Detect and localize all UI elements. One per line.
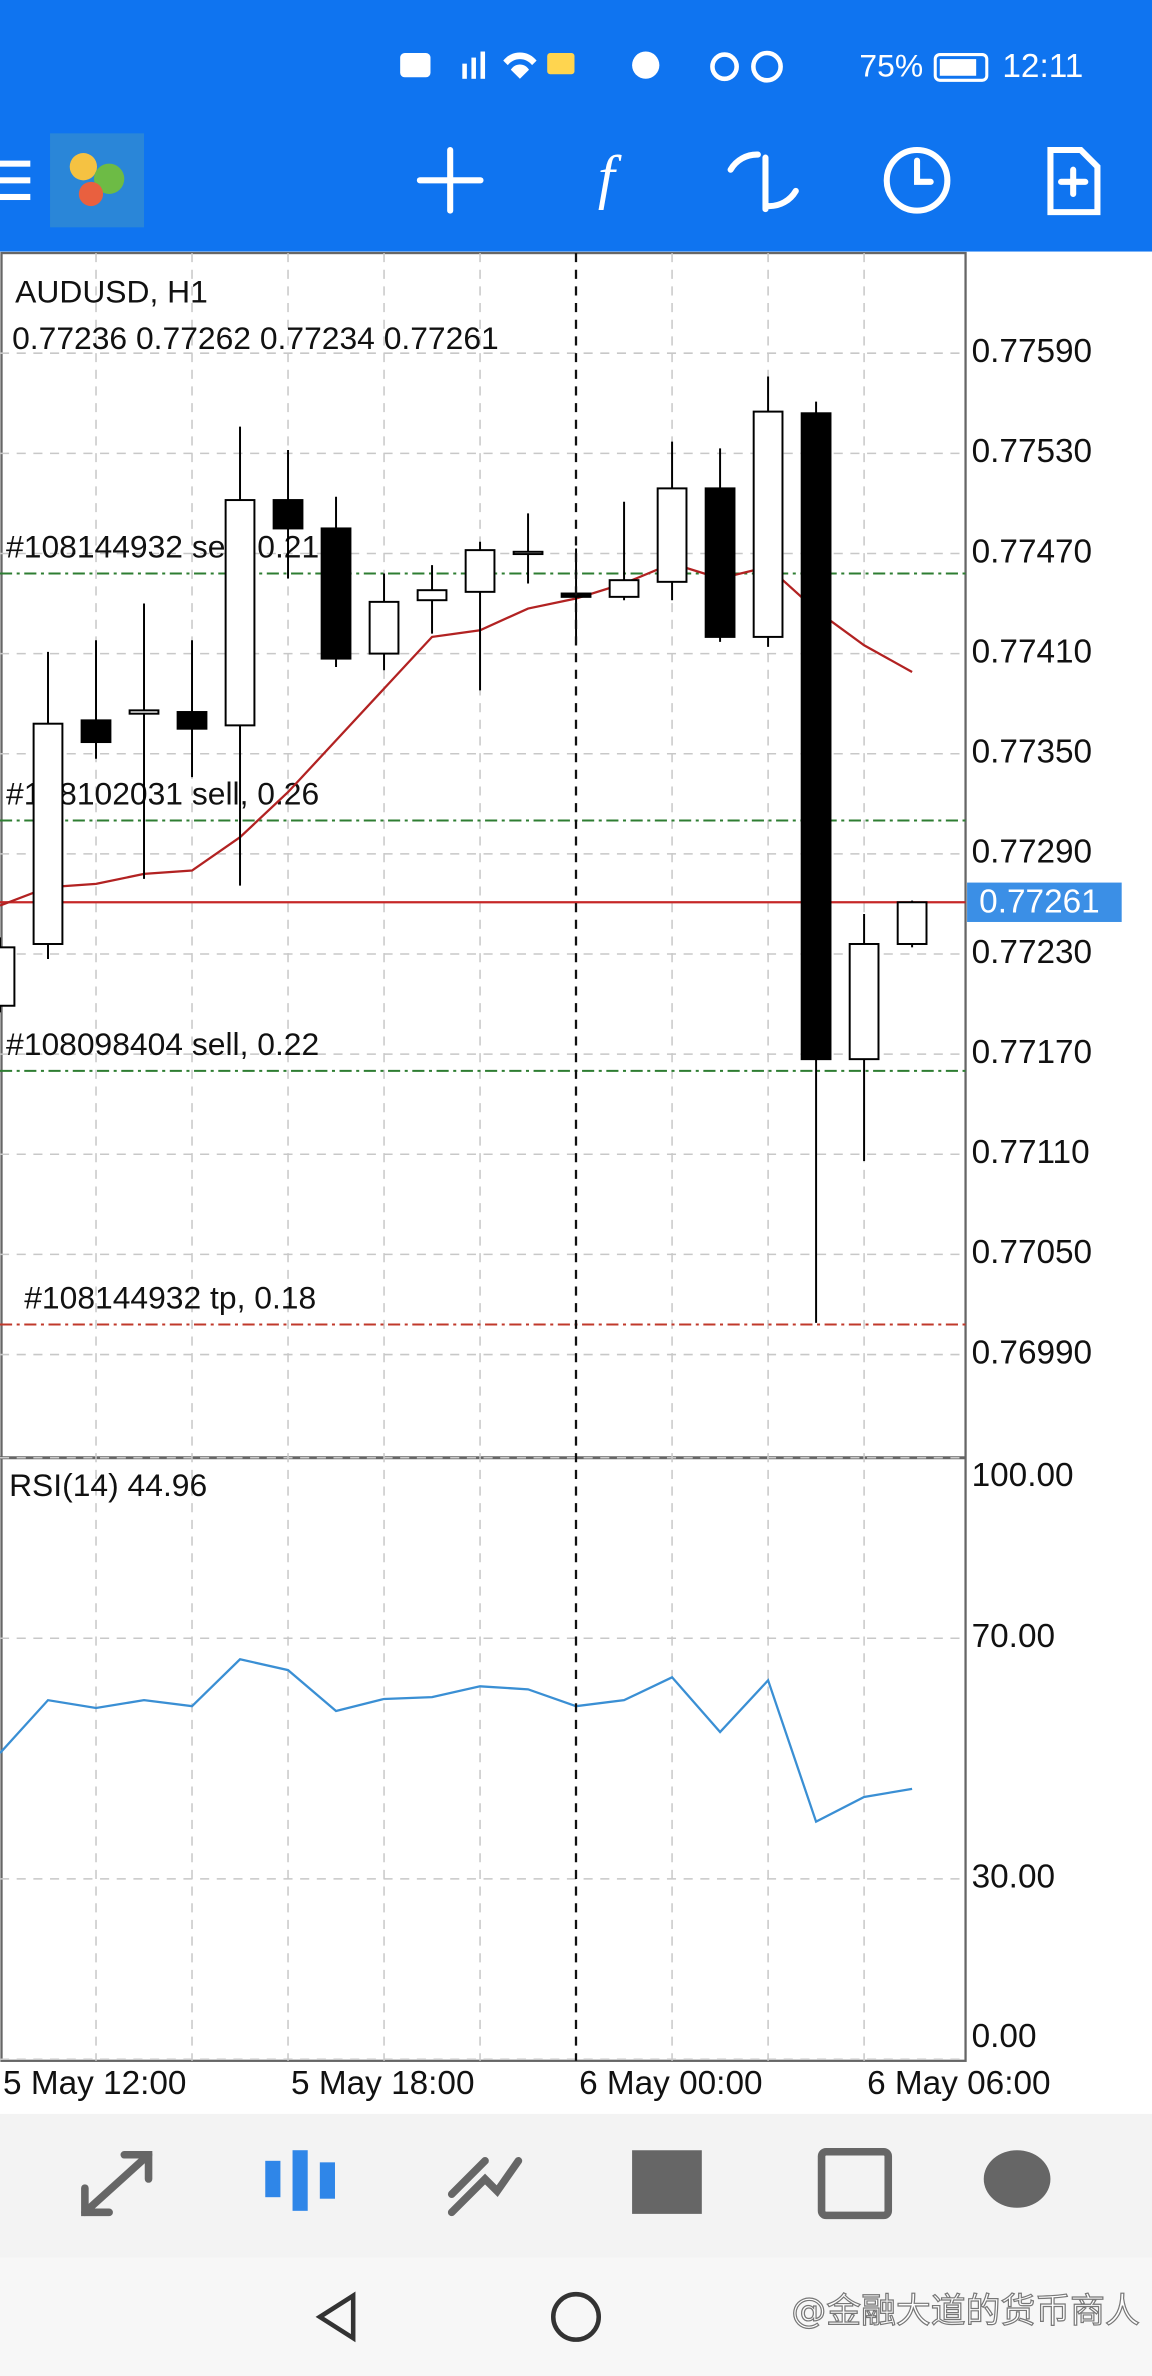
ohlc-high: 0.77262: [136, 320, 251, 356]
rsi-line: [0, 1658, 913, 1824]
order-label: #108098404 sell, 0.22: [6, 1026, 319, 1062]
clock-tool[interactable]: [883, 146, 951, 214]
y-tick-label: 0.77530: [972, 433, 1093, 470]
quotes-tab[interactable]: [81, 2150, 153, 2217]
y-tick-label: 0.77590: [972, 333, 1093, 370]
ohlc-close: 0.77261: [384, 320, 499, 356]
candle-body: [32, 722, 64, 945]
menu-button[interactable]: [0, 160, 31, 201]
y-tick-label: 30.00: [972, 1859, 1055, 1896]
ohlc-readout: 0.77236 0.77262 0.77234 0.77261: [12, 320, 499, 356]
x-tick-label: 5 May 12:00: [3, 2065, 186, 2102]
y-tick-label: 0.76990: [972, 1334, 1093, 1371]
candle-body: [224, 499, 256, 727]
app-logo: [50, 133, 144, 228]
bottom-nav: [0, 2113, 1152, 2258]
bid-label: 0.77261: [979, 884, 1100, 921]
x-tick-label: 6 May 00:00: [579, 2065, 762, 2102]
rsi-value: 44.96: [128, 1467, 208, 1503]
candle-body: [320, 527, 352, 660]
candle-body: [80, 719, 112, 744]
plot: #108144932 sell, 0.21#108102031 sell, 0.…: [0, 376, 966, 1824]
ohlc-low: 0.77234: [260, 320, 375, 356]
trade-tab[interactable]: [447, 2157, 523, 2217]
new-order-tool[interactable]: [1047, 146, 1101, 216]
ohlc-open: 0.77236: [12, 320, 127, 356]
candle-body: [368, 600, 400, 655]
order-label: #108144932 sell, 0.21: [6, 529, 319, 565]
y-tick-label: 0.77170: [972, 1034, 1093, 1071]
candle-body: [800, 412, 832, 1061]
y-tick-label: 0.00: [972, 2018, 1037, 2055]
back-button[interactable]: [315, 2291, 356, 2343]
candle-body: [512, 550, 544, 556]
watermark: @金融大道的货币商人: [791, 2291, 1139, 2331]
candle-body: [656, 487, 688, 583]
battery-level: 75%: [859, 48, 923, 84]
y-tick-label: 0.77230: [972, 934, 1093, 971]
rsi-name: RSI(14): [9, 1467, 119, 1503]
candle-body: [0, 946, 16, 1007]
y-tick-label: 70.00: [972, 1618, 1055, 1655]
y-tick-label: 0.77110: [972, 1134, 1090, 1171]
status-icons: [400, 50, 989, 83]
trade-tool[interactable]: [727, 151, 799, 213]
candle-body: [128, 709, 160, 715]
y-tick-label: 0.77350: [972, 734, 1093, 771]
candle-body: [176, 711, 208, 730]
order-label: #108144932 tp, 0.18: [24, 1280, 316, 1316]
rsi-title: RSI(14) 44.96: [9, 1467, 207, 1503]
chart-title: AUDUSD, H1: [15, 273, 208, 309]
candle-body: [704, 487, 736, 638]
x-tick-label: 5 May 18:00: [291, 2065, 474, 2102]
candle-body: [896, 901, 928, 945]
y-tick-label: 0.77290: [972, 834, 1093, 871]
news-tab[interactable]: [817, 2147, 893, 2220]
bid-label-box: [967, 882, 1122, 922]
y-tick-label: 100.00: [972, 1457, 1074, 1494]
x-tick-label: 6 May 06:00: [867, 2065, 1050, 2102]
crosshair-tool[interactable]: [416, 146, 484, 214]
chat-tab[interactable]: [983, 2150, 1051, 2208]
system-nav: [0, 2257, 1152, 2376]
chart-tab[interactable]: [265, 2150, 335, 2211]
y-tick-label: 0.77470: [972, 533, 1093, 570]
y-tick-label: 0.77050: [972, 1234, 1093, 1271]
home-button[interactable]: [550, 2291, 602, 2342]
history-tab[interactable]: [632, 2150, 702, 2214]
candle-body: [272, 499, 304, 530]
candle-body: [416, 589, 448, 602]
app-bar: [0, 0, 1152, 252]
clock: 12:11: [1002, 48, 1083, 85]
candle-body: [464, 549, 496, 593]
candle-body: [608, 579, 640, 598]
candle-body: [752, 410, 784, 638]
y-tick-label: 0.77410: [972, 633, 1093, 670]
candle-body: [848, 943, 880, 1061]
